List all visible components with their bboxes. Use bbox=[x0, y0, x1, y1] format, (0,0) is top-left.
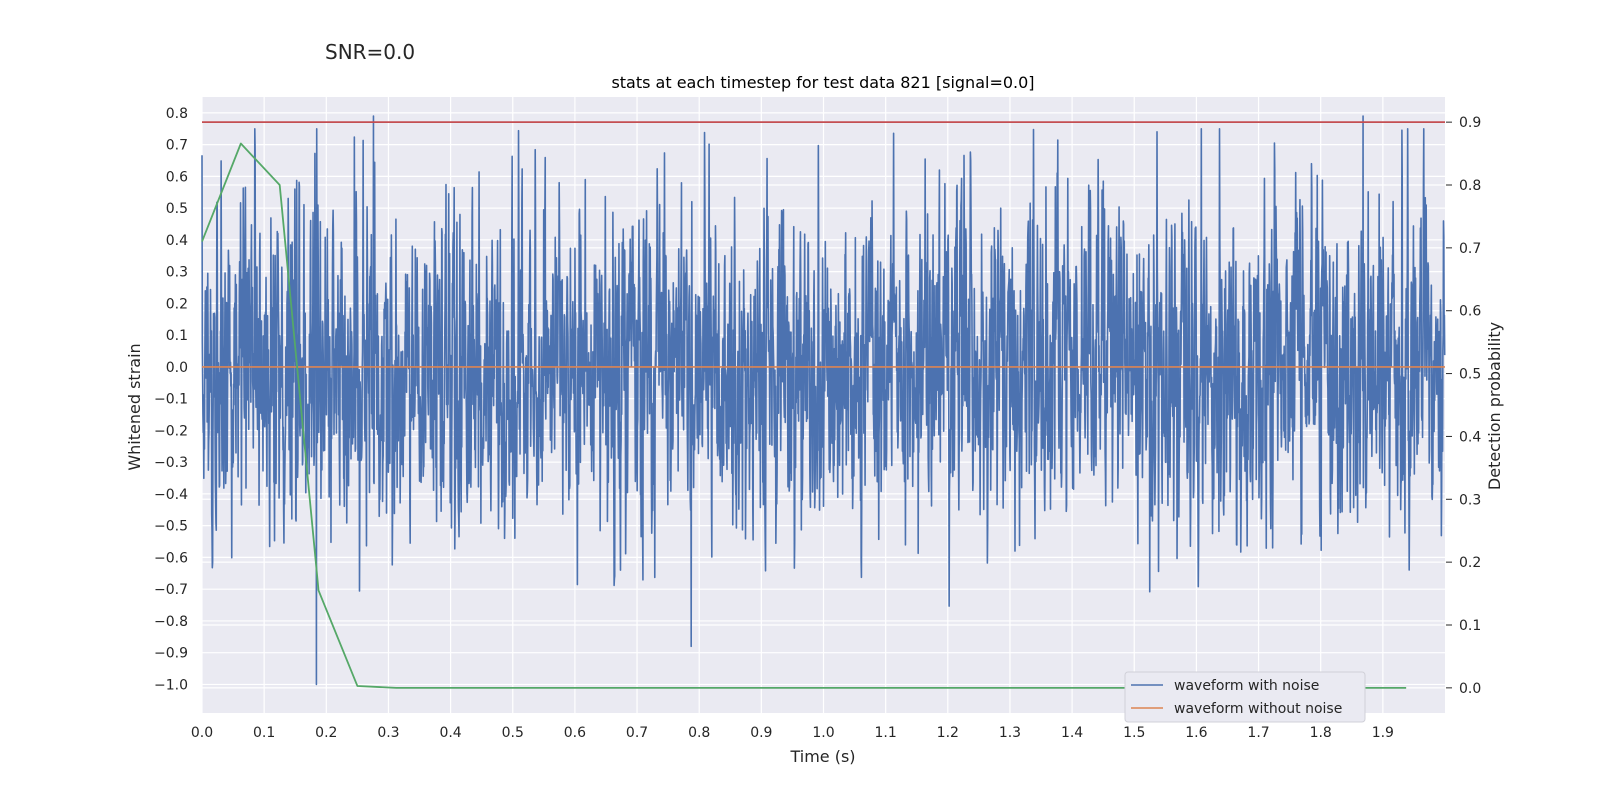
y-tick-label: −0.1 bbox=[154, 392, 188, 408]
y2-tick-label: 0.9 bbox=[1459, 115, 1481, 131]
x-tick-label: 0.1 bbox=[253, 725, 275, 741]
x-tick-label: 0.6 bbox=[564, 725, 586, 741]
y-tick-label: −0.3 bbox=[154, 455, 188, 471]
y-axis-label: Whitened strain bbox=[125, 343, 144, 470]
y2-tick-label: 0.8 bbox=[1459, 178, 1481, 194]
x-tick-labels: 0.0 0.1 0.2 0.3 0.4 0.5 0.6 0.7 0.8 0.9 1.0 1.1 1.2 1… bbox=[191, 725, 1394, 741]
y2-tick-label: 0.6 bbox=[1459, 304, 1481, 320]
y-tick-label: 0.0 bbox=[166, 360, 188, 376]
x-tick-label: 1.9 bbox=[1372, 725, 1394, 741]
x-tick-label: 1.3 bbox=[999, 725, 1021, 741]
y2-tick-label: 0.2 bbox=[1459, 555, 1481, 571]
y-tick-label: −1.0 bbox=[154, 677, 188, 693]
x-tick-label: 0.5 bbox=[502, 725, 524, 741]
x-tick-label: 1.6 bbox=[1185, 725, 1207, 741]
x-tick-label: 0.8 bbox=[688, 725, 710, 741]
y2-tick-label: 0.0 bbox=[1459, 681, 1481, 697]
y2-tick-labels: 0.9 0.8 0.7 0.6 0.5 0.4 0.3 0.2 0.1 0.0 bbox=[1446, 115, 1481, 697]
y-tick-label: 0.1 bbox=[166, 328, 188, 344]
x-axis-label: Time (s) bbox=[789, 747, 855, 766]
y-tick-label: 0.7 bbox=[166, 138, 188, 154]
x-tick-label: 1.2 bbox=[937, 725, 959, 741]
y-tick-label: 0.6 bbox=[166, 169, 188, 185]
y2-tick-label: 0.7 bbox=[1459, 241, 1481, 257]
y-tick-label: −0.7 bbox=[154, 582, 188, 598]
x-tick-label: 0.3 bbox=[377, 725, 399, 741]
y-tick-label: −0.6 bbox=[154, 550, 188, 566]
legend: waveform with noise waveform without noi… bbox=[1124, 671, 1366, 723]
y-tick-labels: 0.8 0.7 0.6 0.5 0.4 0.3 0.2 0.1 0.0 −0.1 −0.2 −0.3 −… bbox=[154, 106, 188, 694]
y-tick-label: −0.4 bbox=[154, 487, 188, 503]
x-tick-label: 1.1 bbox=[875, 725, 897, 741]
y-tick-label: 0.5 bbox=[166, 201, 188, 217]
y-tick-label: 0.8 bbox=[166, 106, 188, 122]
legend-box bbox=[1124, 671, 1366, 723]
y-tick-label: 0.3 bbox=[166, 265, 188, 281]
x-tick-label: 0.4 bbox=[439, 725, 461, 741]
series-waveform-with-noise bbox=[201, 115, 1446, 686]
y-tick-label: −0.2 bbox=[154, 423, 188, 439]
x-tick-label: 1.4 bbox=[1061, 725, 1083, 741]
x-tick-label: 0.0 bbox=[191, 725, 213, 741]
x-tick-label: 1.5 bbox=[1123, 725, 1145, 741]
y2-tick-label: 0.5 bbox=[1459, 367, 1481, 383]
legend-label-with-noise: waveform with noise bbox=[1174, 678, 1319, 694]
y2-tick-label: 0.1 bbox=[1459, 618, 1481, 634]
y-tick-label: 0.4 bbox=[166, 233, 188, 249]
y2-tick-label: 0.4 bbox=[1459, 429, 1481, 445]
y-tick-label: −0.9 bbox=[154, 646, 188, 662]
y2-tick-label: 0.3 bbox=[1459, 492, 1481, 508]
x-tick-label: 1.8 bbox=[1310, 725, 1332, 741]
y-tick-label: −0.5 bbox=[154, 519, 188, 535]
x-tick-label: 0.9 bbox=[750, 725, 772, 741]
x-tick-label: 1.0 bbox=[812, 725, 834, 741]
y-tick-label: 0.2 bbox=[166, 296, 188, 312]
x-tick-label: 1.7 bbox=[1247, 725, 1269, 741]
figure-suptitle: SNR=0.0 bbox=[325, 40, 416, 64]
y2-axis-label: Detection probability bbox=[1485, 322, 1504, 490]
x-tick-label: 0.2 bbox=[315, 725, 337, 741]
axes-title: stats at each timestep for test data 821… bbox=[611, 73, 1034, 92]
y-tick-label: −0.8 bbox=[154, 614, 188, 630]
x-tick-label: 0.7 bbox=[626, 725, 648, 741]
legend-label-without-noise: waveform without noise bbox=[1174, 701, 1342, 717]
